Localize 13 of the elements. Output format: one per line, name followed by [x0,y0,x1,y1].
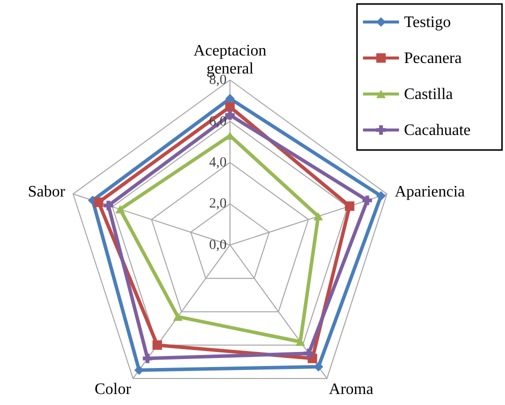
y-tick-label: 0,0 [209,238,227,253]
y-tick-label: 2,0 [209,196,227,212]
spoke-label: Color [94,381,132,398]
legend-label: Testigo [404,14,451,31]
legend-label: Castilla [404,86,453,103]
y-tick-label: 4,0 [209,155,227,170]
spoke-label: Aceptacion general [194,42,266,78]
spoke-label: Sabor [28,183,66,200]
y-tick-label: 6,0 [209,114,227,130]
spoke-label: Apariencia [394,183,465,200]
legend-label: Cacahuate [404,122,471,139]
legend-label: Pecanera [404,50,462,67]
spoke-label: Aroma [328,381,374,398]
